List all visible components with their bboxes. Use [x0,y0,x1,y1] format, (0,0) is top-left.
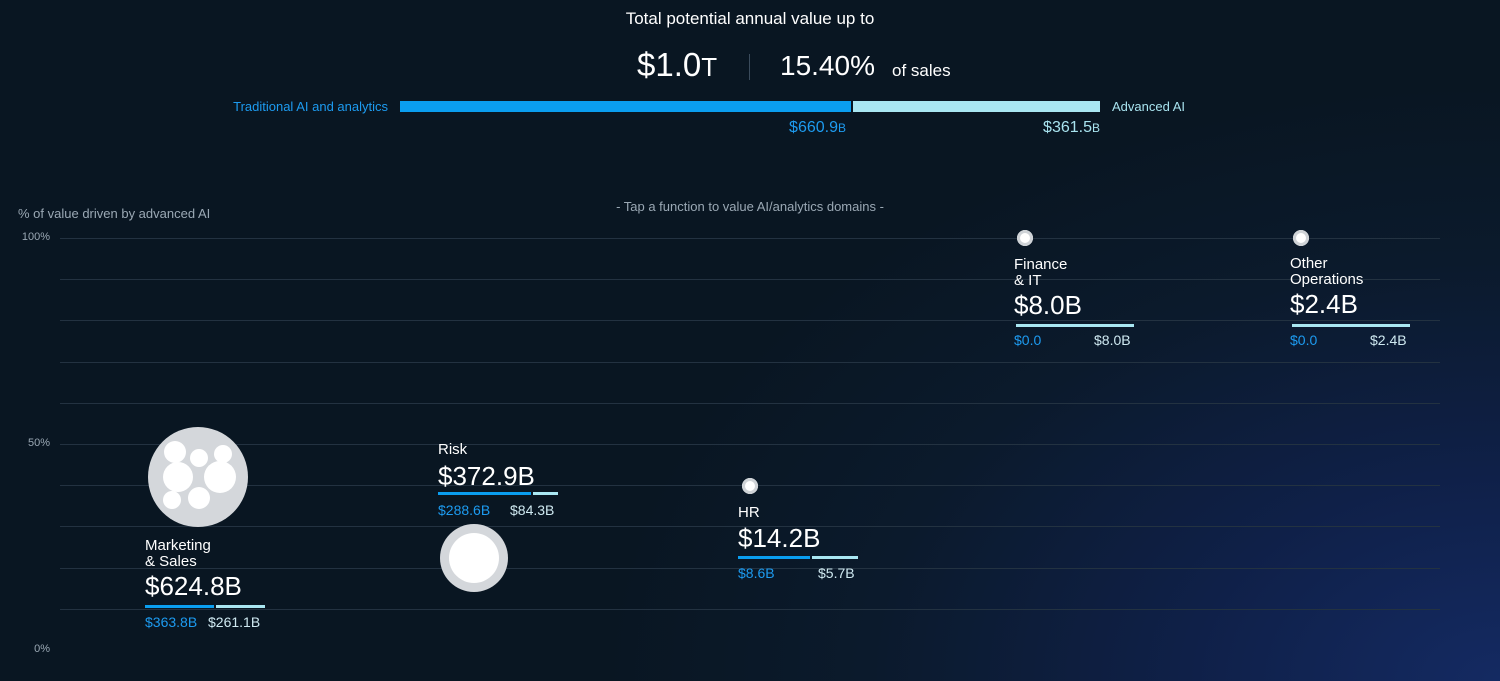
function-total: $8.0B [1014,290,1082,320]
gridline [60,608,1440,610]
domain-circle[interactable] [449,533,499,583]
domain-circle[interactable] [163,462,193,492]
function-total: $624.8B [145,571,242,601]
domain-circle[interactable] [204,461,236,493]
gridline [60,567,1440,569]
traditional-ai-total-bar [400,101,851,112]
domain-circle[interactable] [163,491,181,509]
gridline [60,279,1440,281]
traditional-ai-total-amount: $660.9B [700,119,846,137]
domain-circle[interactable] [164,441,186,463]
y-tick-100: 100% [21,231,50,243]
function-name-line-1: Other [1290,255,1328,272]
marketing-sales-bubble[interactable] [148,427,248,527]
total-value-unit: T [701,52,718,82]
advanced-value-bar [1292,324,1410,327]
traditional-ai-legend-label: Traditional AI and analytics [233,99,388,114]
advanced-value: $2.4B [1370,332,1407,348]
advanced-value: $8.0B [1094,332,1131,348]
traditional-ai-amount-unit: B [837,121,846,135]
traditional-value: $288.6B [438,502,491,518]
advanced-ai-total-bar [853,101,1100,112]
advanced-value-bar [812,556,858,559]
other-operations-marker[interactable] [1293,230,1309,246]
y-tick-50: 50% [27,437,50,449]
advanced-ai-amount-unit: B [1091,121,1100,135]
function-name-line-1: Marketing [145,537,211,554]
risk-bubble[interactable] [440,524,508,592]
advanced-value-bar [533,492,558,495]
percent-of-sales-suffix: of sales [892,61,951,80]
percent-of-sales-value: 15.40% [780,50,875,81]
y-tick-0: 0% [34,643,50,655]
traditional-value-bar [145,605,214,608]
function-name-line-1: Finance [1014,256,1068,273]
function-total: $14.2B [738,523,821,553]
y-axis-label: % of value driven by advanced AI [18,206,211,221]
function-total: $2.4B [1290,289,1358,319]
advanced-ai-total-amount: $361.5B [950,119,1100,137]
gridline [60,526,1440,528]
gridline [60,361,1440,363]
gridline [60,402,1440,404]
hr-marker[interactable] [742,478,758,494]
header-divider [749,54,750,80]
advanced-value: $261.1B [208,614,261,630]
domain-circle[interactable] [190,449,208,467]
total-value: $1.0T [637,46,717,84]
advanced-value: $84.3B [510,502,555,518]
domain-circle[interactable] [188,487,210,509]
advanced-value-bar [216,605,265,608]
traditional-ai-amount-number: $660.9 [789,119,838,136]
gridline [60,238,1440,239]
function-label[interactable]: Finance & IT [1014,257,1067,289]
function-name-line-2: & Sales [145,553,197,570]
advanced-ai-amount-number: $361.5 [1043,119,1092,136]
function-name-line-1: HR [738,504,760,521]
function-name-line-1: Risk [438,441,468,458]
instruction-text: - Tap a function to value AI/analytics d… [616,199,884,214]
function-label[interactable]: Other Operations [1290,256,1363,288]
header-title: Total potential annual value up to [625,9,875,28]
gridline [60,444,1440,445]
total-value-number: $1.0 [637,46,702,83]
function-label[interactable]: Risk [438,442,467,458]
function-name-line-2: & IT [1014,272,1042,289]
function-label[interactable]: Marketing & Sales [145,538,211,570]
advanced-ai-legend-label: Advanced AI [1112,99,1185,114]
function-label[interactable]: HR [738,505,760,521]
advanced-value: $5.7B [818,565,855,581]
traditional-value: $363.8B [145,614,198,630]
domain-circle[interactable] [214,445,232,463]
traditional-value: $0.0 [1290,332,1318,348]
traditional-value: $0.0 [1014,332,1042,348]
finance-it-marker[interactable] [1017,230,1033,246]
traditional-value-bar [438,492,531,495]
gridline [60,320,1440,322]
traditional-value-bar [738,556,810,559]
function-name-line-2: Operations [1290,271,1364,288]
function-total: $372.9B [438,461,535,491]
traditional-value: $8.6B [738,565,775,581]
advanced-value-bar [1016,324,1134,327]
